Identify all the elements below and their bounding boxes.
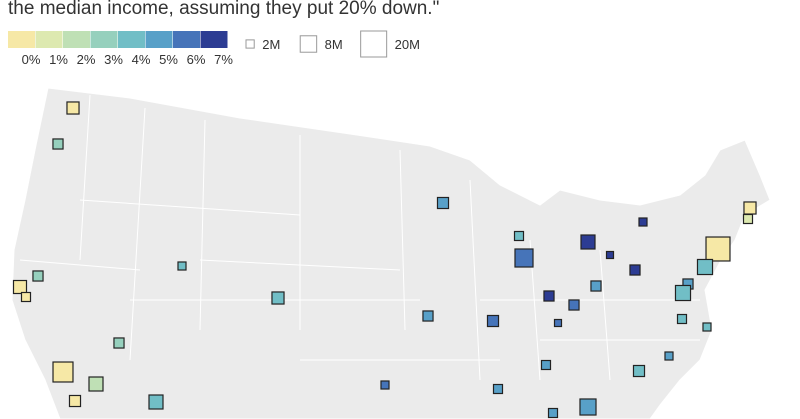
color-swatch bbox=[63, 31, 90, 48]
metro-marker bbox=[632, 364, 646, 378]
metro-marker bbox=[271, 291, 285, 305]
metro-marker bbox=[380, 380, 390, 390]
metro-marker bbox=[66, 101, 80, 115]
metro-marker bbox=[580, 234, 596, 250]
color-swatch bbox=[35, 31, 63, 48]
metro-marker bbox=[590, 280, 602, 292]
metro-marker bbox=[68, 394, 82, 408]
size-swatch bbox=[299, 35, 318, 53]
legend: 0% 1% 2% 3% 4% 5% 6% 7% 2M 8M 20M bbox=[8, 30, 420, 67]
markers bbox=[12, 101, 757, 419]
metro-marker bbox=[514, 248, 534, 268]
color-swatch bbox=[90, 31, 118, 48]
metro-marker bbox=[148, 394, 164, 410]
metro-marker bbox=[492, 383, 504, 395]
metro-marker bbox=[702, 322, 712, 332]
us-land bbox=[11, 87, 771, 419]
size-swatch bbox=[245, 39, 255, 49]
color-swatch bbox=[145, 31, 173, 48]
metro-marker bbox=[486, 314, 500, 328]
color-label: 4% bbox=[132, 52, 151, 67]
metro-marker bbox=[12, 279, 28, 295]
metro-marker bbox=[547, 407, 559, 419]
metro-marker bbox=[32, 270, 44, 282]
color-label: 5% bbox=[159, 52, 178, 67]
metro-marker bbox=[742, 213, 754, 225]
color-swatch bbox=[118, 31, 145, 48]
color-label: 7% bbox=[214, 52, 233, 67]
size-label: 2M bbox=[262, 37, 280, 52]
metro-marker bbox=[664, 351, 674, 361]
metro-marker bbox=[88, 376, 104, 392]
metro-marker bbox=[674, 284, 692, 302]
header-text: the median income, assuming they put 20%… bbox=[8, 0, 439, 19]
metro-marker bbox=[543, 290, 555, 302]
metro-marker bbox=[568, 299, 580, 311]
metro-marker bbox=[579, 398, 597, 416]
metro-marker bbox=[605, 250, 615, 260]
metro-marker bbox=[113, 337, 125, 349]
metro-marker bbox=[436, 196, 450, 210]
metro-marker bbox=[52, 138, 64, 150]
metro-marker bbox=[696, 258, 714, 276]
metro-marker bbox=[513, 230, 525, 242]
color-label: 1% bbox=[49, 52, 68, 67]
color-swatch bbox=[200, 31, 228, 48]
metro-marker bbox=[52, 361, 74, 383]
color-label: 3% bbox=[104, 52, 123, 67]
metro-marker bbox=[20, 291, 32, 303]
color-label: 6% bbox=[187, 52, 206, 67]
metro-marker bbox=[629, 264, 641, 276]
color-label: 2% bbox=[77, 52, 96, 67]
metro-marker bbox=[540, 359, 552, 371]
metro-marker bbox=[638, 217, 648, 227]
metro-marker bbox=[705, 236, 731, 262]
size-label: 20M bbox=[395, 37, 420, 52]
metro-marker bbox=[422, 310, 434, 322]
size-label: 8M bbox=[325, 37, 343, 52]
metro-marker bbox=[743, 201, 757, 215]
color-swatch bbox=[8, 31, 35, 48]
size-swatch bbox=[360, 30, 388, 58]
metro-marker bbox=[553, 318, 563, 328]
color-label: 0% bbox=[22, 52, 41, 67]
metro-marker bbox=[177, 261, 187, 271]
metro-marker bbox=[676, 313, 688, 325]
color-swatch bbox=[173, 31, 200, 48]
